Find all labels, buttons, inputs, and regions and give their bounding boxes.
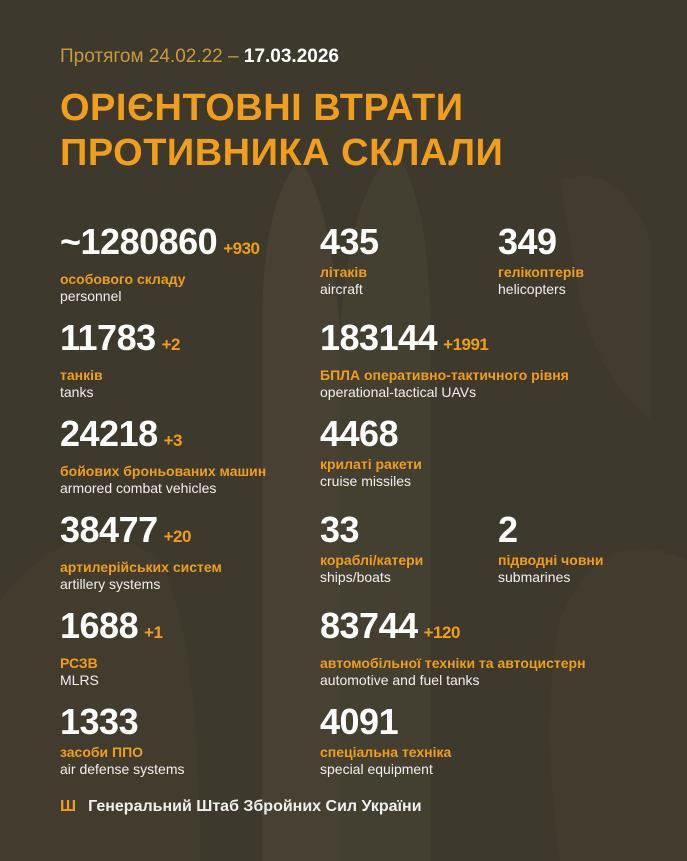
stat-label-ua: підводні човни <box>498 552 604 568</box>
stat-number: 33 <box>320 509 360 550</box>
stat-number: 1333 <box>60 701 139 742</box>
stat-label-ua: БПЛА оперативно-тактичного рівня <box>320 367 569 383</box>
stat-value: 4091 <box>320 702 451 742</box>
period-start: Протягом 24.02.22 – <box>60 46 239 67</box>
stat-label-en: armored combat vehicles <box>60 480 217 496</box>
stat-value: ~1280860 +930 <box>60 221 260 269</box>
stat-number: 83744 <box>320 605 418 646</box>
stat-value: 1333 <box>60 702 185 742</box>
stat-number: 435 <box>320 221 379 262</box>
stat-item: 83744 +120 автомобільної техніки та автоц… <box>320 606 586 689</box>
stat-delta: +120 <box>423 623 461 642</box>
stat-label-en: tanks <box>60 384 94 400</box>
stat-value: 4468 <box>320 414 422 454</box>
stat-number: 24218 <box>60 413 158 454</box>
title-line-2: ПРОТИВНИКА СКЛАЛИ <box>60 132 504 174</box>
stat-item: 33 кораблі/катери ships/boats <box>320 510 423 586</box>
stat-label-en: personnel <box>60 288 122 304</box>
stat-label-ua: танків <box>60 367 103 383</box>
stat-number: 349 <box>498 221 557 262</box>
period: Протягом 24.02.22 – 17.03.2026 <box>60 46 339 68</box>
stat-value: 11783 +2 <box>60 317 181 365</box>
stat-value: 24218 +3 <box>60 414 266 461</box>
stat-delta: +20 <box>163 527 192 546</box>
stat-label-en: helicopters <box>498 281 566 297</box>
stat-number: ~1280860 <box>60 221 218 262</box>
stat-number: 4091 <box>320 701 399 742</box>
stat-label-ua: засоби ППО <box>60 744 144 760</box>
stat-label-ua: бойових броньованих машин <box>60 463 267 479</box>
stat-item: 1688 +1 РСЗВ MLRS <box>60 605 163 689</box>
stat-label-en: special equipment <box>320 761 433 777</box>
stat-number: 2 <box>498 509 518 550</box>
stat-item: 435 літаків aircraft <box>320 222 379 298</box>
stat-label-ua: особового складу <box>60 271 186 287</box>
stat-value: 435 <box>320 222 379 262</box>
stat-label-en: ships/boats <box>320 569 391 585</box>
stat-label-ua: крилаті ракети <box>320 456 422 472</box>
stat-item: 1333 засоби ППО air defense systems <box>60 702 185 778</box>
stat-label-en: aircraft <box>320 281 363 297</box>
stat-item: 2 підводні човни submarines <box>498 510 604 586</box>
stat-item: 4091 спеціальна техніка special equipmen… <box>320 702 451 778</box>
stat-label-ua: літаків <box>320 264 367 280</box>
stat-label-ua: кораблі/катери <box>320 552 424 568</box>
footer-text: Генеральний Штаб Збройних Сил України <box>88 798 422 815</box>
period-end: 17.03.2026 <box>243 46 339 67</box>
stat-label-ua: РСЗВ <box>60 655 98 671</box>
stat-value: 38477 +20 <box>60 510 222 557</box>
stat-label-en: submarines <box>498 569 571 585</box>
footer: Ш Генеральний Штаб Збройних Сил України <box>60 798 422 816</box>
stat-label-ua: спеціальна техніка <box>320 744 452 760</box>
stat-item: 11783 +2 танків tanks <box>60 317 181 401</box>
stat-delta: +3 <box>163 431 183 450</box>
stat-label-en: automotive and fuel tanks <box>320 672 480 688</box>
stat-number: 4468 <box>320 413 399 454</box>
stat-delta: +930 <box>223 239 260 258</box>
stat-value: 33 <box>320 510 423 550</box>
stat-number: 1688 <box>60 605 139 646</box>
title-line-1: ОРІЄНТОВНІ ВТРАТИ <box>60 87 464 129</box>
stat-number: 38477 <box>60 509 158 550</box>
stat-value: 349 <box>498 222 584 262</box>
stat-label-en: operational-tactical UAVs <box>320 384 477 400</box>
stat-item: ~1280860 +930 особового складу personnel <box>60 221 260 305</box>
stat-label-ua: гелікоптерів <box>498 264 584 280</box>
stat-item: 4468 крилаті ракети cruise missiles <box>320 414 422 490</box>
stat-value: 183144 +1991 <box>320 318 569 365</box>
stat-item: 349 гелікоптерів helicopters <box>498 222 584 298</box>
stat-delta: +1991 <box>443 335 489 354</box>
stat-value: 1688 +1 <box>60 605 163 653</box>
stat-number: 183144 <box>320 317 438 358</box>
stat-delta: +1 <box>144 623 163 642</box>
stat-label-ua: автомобільної техніки та автоцистерн <box>320 655 586 671</box>
trident-icon: Ш <box>60 798 77 815</box>
stat-label-en: artillery systems <box>60 576 161 592</box>
stat-item: 38477 +20 артилерійських систем artillery… <box>60 510 222 593</box>
stat-delta: +2 <box>161 335 181 354</box>
stat-value: 83744 +120 <box>320 606 586 653</box>
stat-label-ua: артилерійських систем <box>60 559 222 575</box>
page-title: ОРІЄНТОВНІ ВТРАТИ ПРОТИВНИКА СКЛАЛИ <box>60 86 503 176</box>
stat-value: 2 <box>498 510 604 550</box>
stat-item: 183144 +1991 БПЛА оперативно-тактичного р… <box>320 318 569 401</box>
stat-label-en: MLRS <box>60 672 99 688</box>
stat-label-en: cruise missiles <box>320 473 412 489</box>
stat-item: 24218 +3 бойових броньованих машин armore… <box>60 414 266 497</box>
stat-number: 11783 <box>60 317 156 358</box>
stat-label-en: air defense systems <box>60 761 185 777</box>
